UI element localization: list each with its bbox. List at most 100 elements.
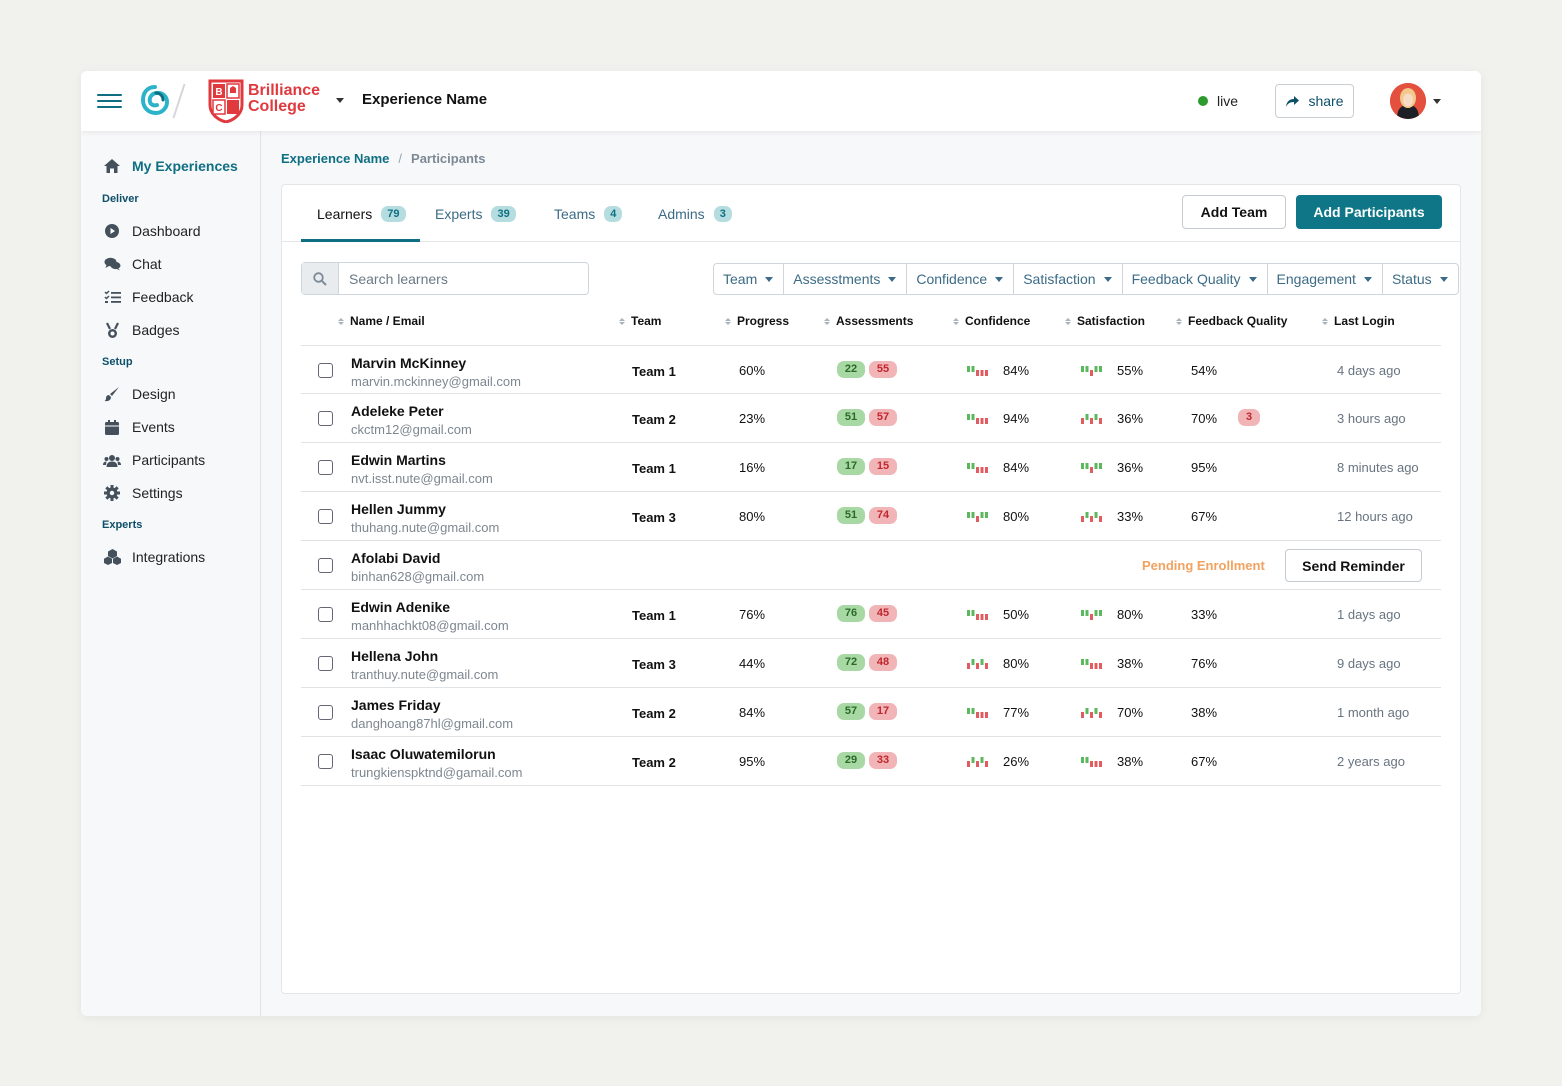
table-row[interactable]: James Friday danghoang87hl@gmail.com Tea… [301, 688, 1441, 737]
sidebar-item-badges[interactable]: Badges [103, 321, 179, 339]
caret-down-icon [1363, 276, 1372, 282]
send-reminder-button[interactable]: Send Reminder [1285, 549, 1422, 582]
table-row[interactable]: Hellen Jummy thuhang.nute@gmail.com Team… [301, 492, 1441, 541]
table-row[interactable]: Hellena John tranthuy.nute@gmail.com Tea… [301, 639, 1441, 688]
sidebar-item-my-experiences[interactable]: My Experiences [103, 157, 238, 175]
satisfaction-value: 80% [1117, 607, 1144, 622]
filter-label: Status [1391, 271, 1432, 287]
filter-assessments[interactable]: Assesstments [784, 264, 908, 294]
add-team-button[interactable]: Add Team [1182, 195, 1286, 229]
last-login: 2 years ago [1337, 754, 1405, 769]
college-crest-logo[interactable]: B C [208, 79, 244, 123]
confidence-value: 80% [1003, 509, 1030, 524]
column-header-last-login[interactable]: Last Login [1322, 314, 1395, 328]
participant-name: Isaac Oluwatemilorun [351, 746, 496, 762]
sidebar-item-events[interactable]: Events [103, 418, 175, 436]
filter-satisfaction[interactable]: Satisfaction [1014, 264, 1123, 294]
avatar-image [1390, 83, 1426, 119]
share-button[interactable]: share [1275, 84, 1354, 118]
column-header-confidence[interactable]: Confidence [953, 314, 1030, 328]
sort-icon [1065, 317, 1071, 325]
tab-teams[interactable]: Teams 4 [554, 206, 623, 222]
app-window: B C Brilliance College Experience Name l… [81, 71, 1481, 1016]
column-header-name[interactable]: Name / Email [338, 314, 425, 328]
feedback-alert-badge[interactable]: 3 [1238, 409, 1260, 426]
sort-icon [1322, 317, 1328, 325]
sidebar-item-participants[interactable]: Participants [103, 451, 205, 469]
row-checkbox[interactable] [318, 607, 333, 622]
sidebar-item-chat[interactable]: Chat [103, 255, 162, 273]
tab-count-badge: 39 [491, 206, 516, 222]
sidebar-item-label: Chat [132, 256, 162, 272]
share-label: share [1308, 93, 1344, 109]
add-participants-button[interactable]: Add Participants [1296, 195, 1442, 229]
column-header-team[interactable]: Team [619, 314, 661, 328]
avatar[interactable] [1390, 83, 1426, 119]
feedback-quality-value: 67% [1191, 509, 1218, 524]
college-name-line2: College [248, 98, 306, 115]
trend-sparkline-icon [1081, 707, 1102, 718]
filter-label: Satisfaction [1023, 271, 1096, 287]
breadcrumb-separator: / [398, 151, 403, 166]
feedback-quality-value: 70% [1191, 411, 1218, 426]
satisfaction-cell: 36% [1081, 411, 1143, 426]
participant-team: Team 3 [632, 510, 676, 525]
row-checkbox[interactable] [318, 656, 333, 671]
filter-status[interactable]: Status [1383, 264, 1458, 294]
row-checkbox[interactable] [318, 460, 333, 475]
participant-progress: 44% [739, 656, 766, 671]
satisfaction-value: 70% [1117, 705, 1144, 720]
tab-experts[interactable]: Experts 39 [435, 206, 516, 222]
search-input[interactable] [339, 263, 579, 294]
column-header-satisfaction[interactable]: Satisfaction [1065, 314, 1145, 328]
list-check-icon [103, 288, 121, 306]
college-name[interactable]: Brilliance College [248, 83, 320, 115]
sidebar-item-label: Dashboard [132, 223, 201, 239]
row-checkbox[interactable] [318, 509, 333, 524]
tab-label: Learners [317, 206, 373, 222]
assessment-fail-badge: 15 [869, 458, 897, 475]
column-header-assessments[interactable]: Assessments [824, 314, 913, 328]
brand-logo-icon[interactable] [140, 84, 170, 116]
chevron-down-icon[interactable] [336, 98, 344, 103]
filter-engagement[interactable]: Engagement [1268, 264, 1383, 294]
tab-admins[interactable]: Admins 3 [658, 206, 732, 222]
header-divider [172, 83, 186, 119]
table-row[interactable]: Edwin Adenike manhhachkt08@gmail.com Tea… [301, 590, 1441, 639]
trend-sparkline-icon [967, 413, 988, 424]
row-checkbox[interactable] [318, 705, 333, 720]
filter-confidence[interactable]: Confidence [907, 264, 1015, 294]
row-checkbox[interactable] [318, 558, 333, 573]
table-row[interactable]: Afolabi David binhan628@gmail.com Pendin… [301, 541, 1441, 590]
menu-icon[interactable] [97, 94, 122, 108]
sidebar: My Experiences Deliver Dashboard Chat Fe… [81, 131, 261, 1016]
table-row[interactable]: Adeleke Peter ckctm12@gmail.com Team 2 2… [301, 394, 1441, 443]
table-row[interactable]: Marvin McKinney marvin.mckinney@gmail.co… [301, 345, 1441, 394]
column-header-progress[interactable]: Progress [725, 314, 789, 328]
sidebar-item-settings[interactable]: Settings [103, 484, 183, 502]
row-checkbox[interactable] [318, 754, 333, 769]
tab-count-badge: 4 [604, 206, 623, 222]
account-chevron-down-icon[interactable] [1433, 99, 1441, 104]
assessment-pass-badge: 72 [837, 654, 865, 671]
search-box [301, 262, 589, 295]
search-icon[interactable] [302, 263, 339, 294]
sidebar-item-design[interactable]: Design [103, 385, 176, 403]
sidebar-item-integrations[interactable]: Integrations [103, 548, 205, 566]
sidebar-item-dashboard[interactable]: Dashboard [103, 222, 201, 240]
satisfaction-cell: 55% [1081, 363, 1143, 378]
trend-sparkline-icon [967, 707, 988, 718]
breadcrumb-parent[interactable]: Experience Name [281, 151, 390, 166]
filter-team[interactable]: Team [714, 264, 785, 294]
filter-feedback-quality[interactable]: Feedback Quality [1123, 264, 1268, 294]
sidebar-item-label: Design [132, 386, 176, 402]
column-header-feedback-quality[interactable]: Feedback Quality [1176, 314, 1287, 328]
table-row[interactable]: Edwin Martins nvt.isst.nute@gmail.com Te… [301, 443, 1441, 492]
tab-learners[interactable]: Learners 79 [317, 206, 406, 222]
row-checkbox[interactable] [318, 363, 333, 378]
table-row[interactable]: Isaac Oluwatemilorun trungkienspktnd@gam… [301, 737, 1441, 786]
sort-icon [953, 317, 959, 325]
row-checkbox[interactable] [318, 411, 333, 426]
gear-icon [103, 484, 121, 502]
sidebar-item-feedback[interactable]: Feedback [103, 288, 193, 306]
